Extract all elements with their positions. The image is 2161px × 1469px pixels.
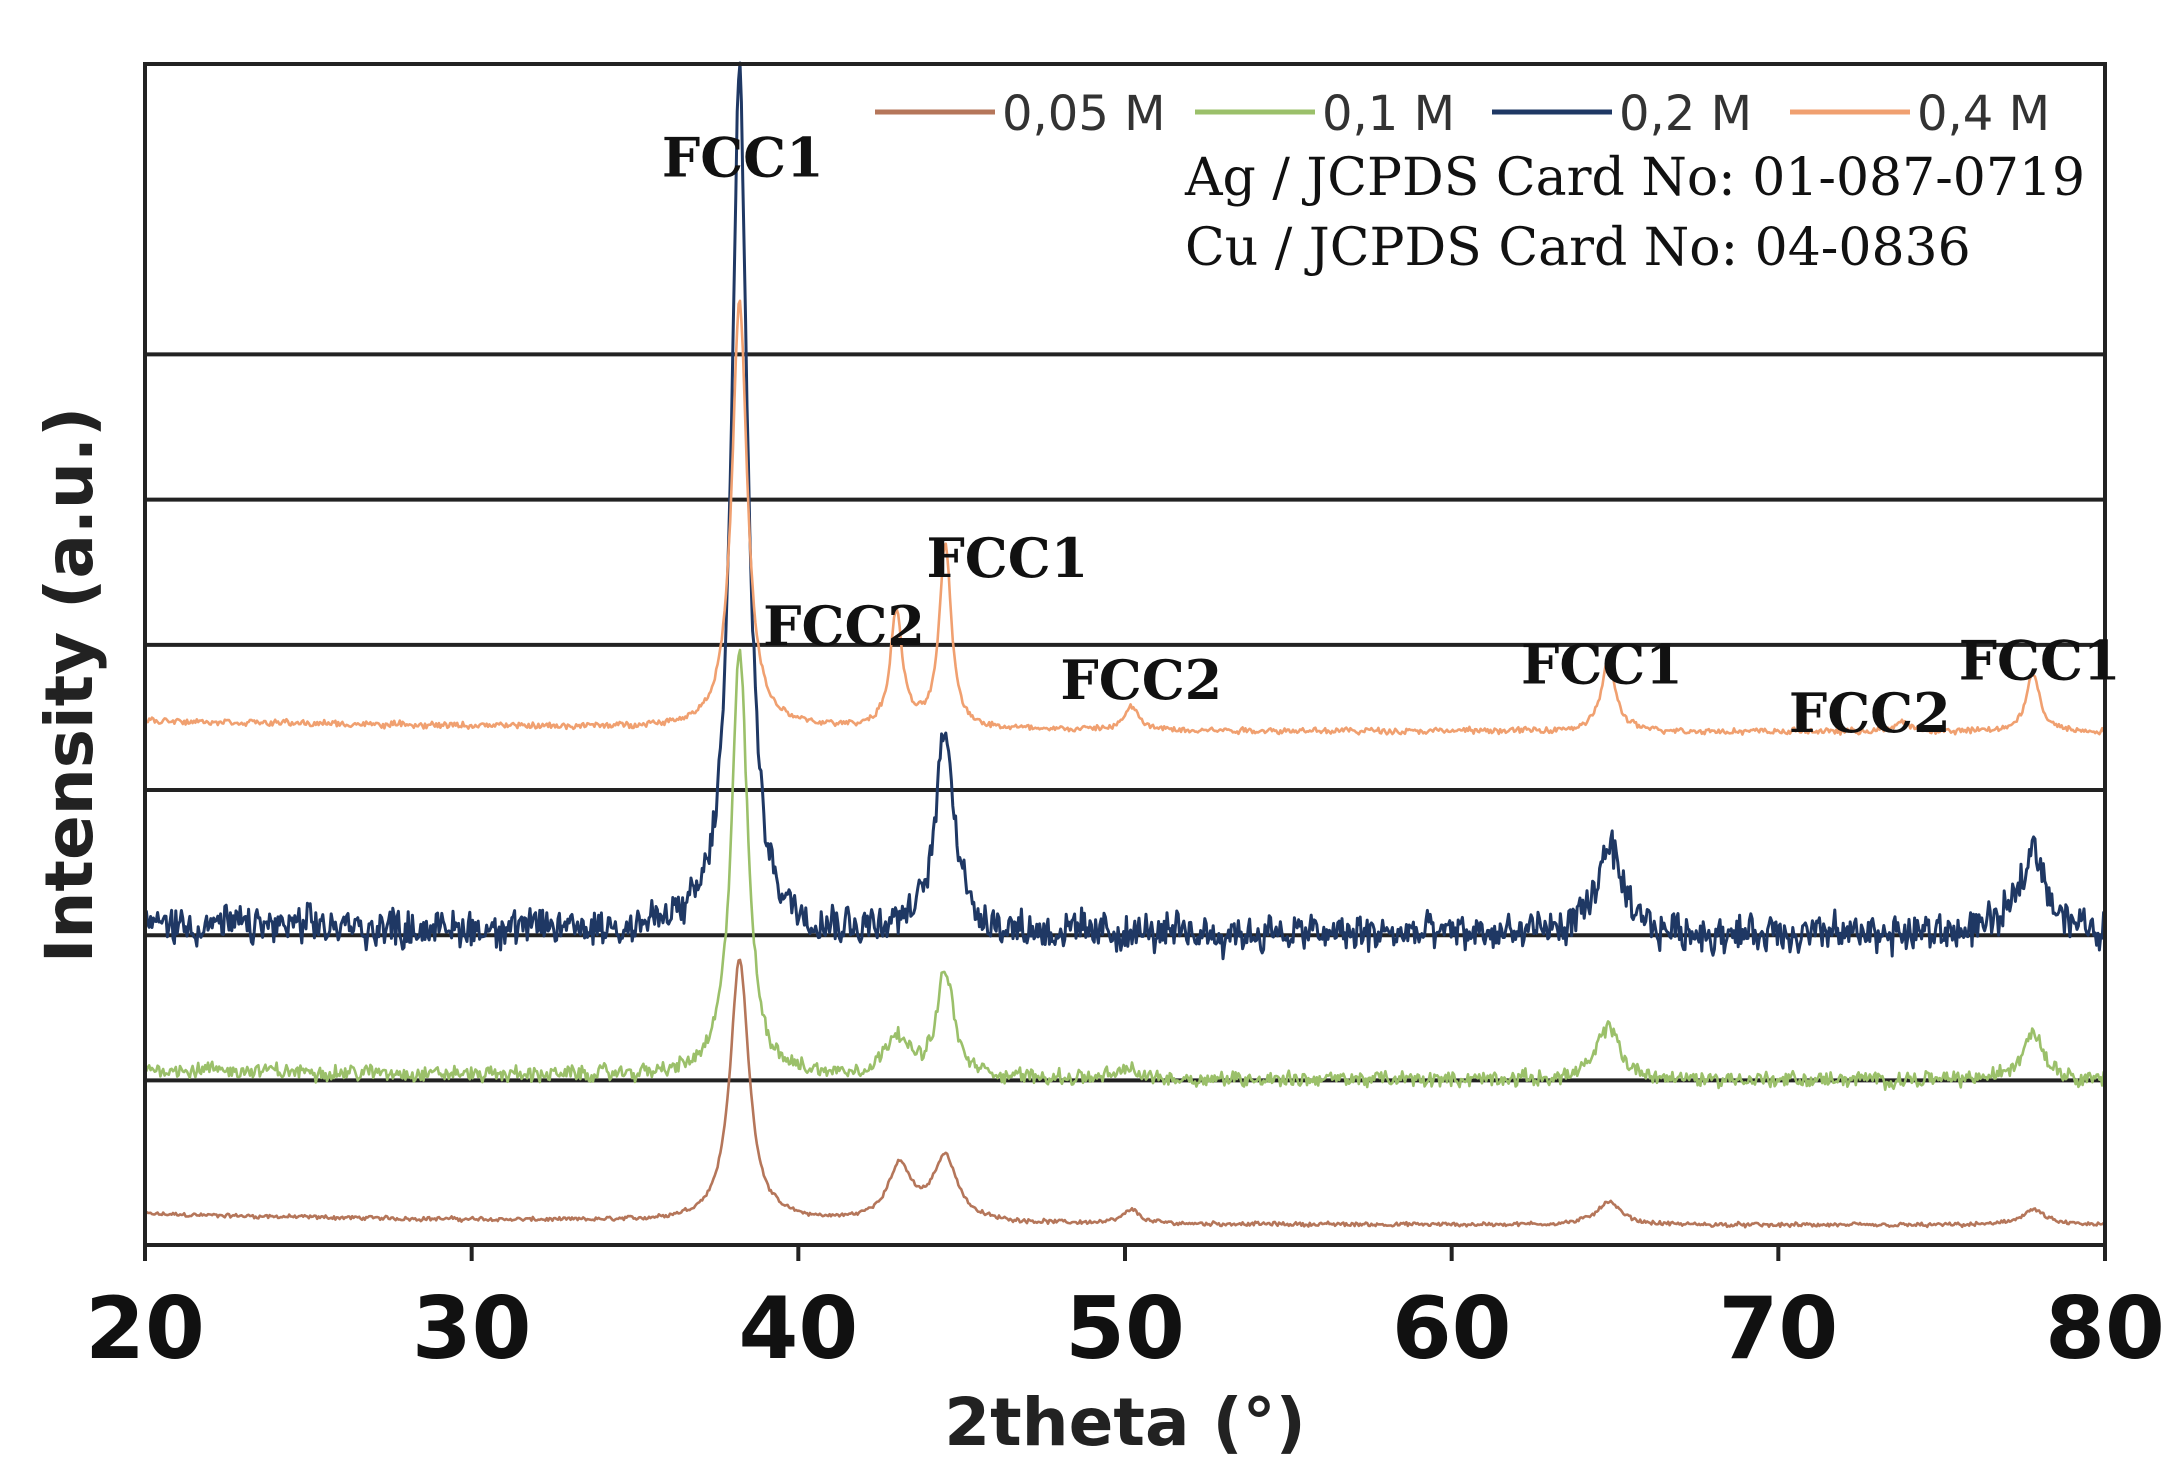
y-axis-title: Intensity (a.u.) bbox=[31, 407, 108, 963]
peak-label-2: FCC1 bbox=[926, 526, 1088, 590]
series-line-0,05-m bbox=[143, 958, 2106, 1229]
peak-label-1: FCC2 bbox=[763, 594, 925, 658]
series-line-0,2-m bbox=[143, 61, 2107, 961]
reference-card-ag: Ag / JCPDS Card No: 01-087-0719 bbox=[1184, 148, 2085, 208]
peak-label-6: FCC1 bbox=[1959, 629, 2121, 693]
x-tick-label-40: 40 bbox=[738, 1279, 858, 1379]
x-tick-label-50: 50 bbox=[1065, 1279, 1185, 1379]
series-lines bbox=[143, 61, 2107, 1229]
x-axis: 20 30 40 50 60 70 80 bbox=[85, 1245, 2161, 1379]
x-tick-label-80: 80 bbox=[2045, 1279, 2161, 1379]
legend-label-0,1-m: 0,1 M bbox=[1322, 86, 1455, 142]
legend-label-0,05-m: 0,05 M bbox=[1002, 86, 1166, 142]
peak-label-5: FCC2 bbox=[1789, 681, 1951, 745]
peak-label-3: FCC2 bbox=[1060, 648, 1222, 712]
legend: 0,05 M 0,1 M 0,2 M 0,4 M bbox=[875, 86, 2050, 142]
x-tick-label-20: 20 bbox=[85, 1279, 205, 1379]
x-tick-label-60: 60 bbox=[1392, 1279, 1512, 1379]
series-line-0,1-m bbox=[143, 648, 2107, 1091]
x-tick-label-70: 70 bbox=[1718, 1279, 1838, 1379]
x-axis-title: 2theta (°) bbox=[944, 1384, 1306, 1461]
peak-label-4: FCC1 bbox=[1521, 633, 1683, 697]
peak-label-0: FCC1 bbox=[662, 125, 824, 189]
x-tick-label-30: 30 bbox=[412, 1279, 532, 1379]
legend-label-0,4-m: 0,4 M bbox=[1917, 86, 2050, 142]
reference-card-cu: Cu / JCPDS Card No: 04-0836 bbox=[1185, 218, 1971, 278]
series-line-0,4-m bbox=[144, 299, 2106, 736]
legend-label-0,2-m: 0,2 M bbox=[1619, 86, 1752, 142]
